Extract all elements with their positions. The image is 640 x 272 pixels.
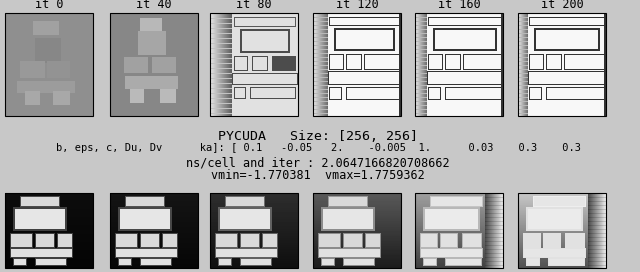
- Text: it 80: it 80: [236, 0, 272, 11]
- Bar: [415, 13, 503, 116]
- Bar: [5, 13, 93, 116]
- Text: b, eps, c, Du, Dv      ka]: [ 0.1   -0.05   2.    -0.005  1.      0.03    0.3   : b, eps, c, Du, Dv ka]: [ 0.1 -0.05 2. -0…: [56, 143, 580, 153]
- Bar: [110, 193, 198, 268]
- Text: it 200: it 200: [541, 0, 584, 11]
- Bar: [518, 193, 606, 268]
- Text: it 40: it 40: [136, 0, 172, 11]
- Bar: [313, 193, 401, 268]
- Bar: [5, 193, 93, 268]
- Bar: [210, 193, 298, 268]
- Bar: [518, 13, 606, 116]
- Text: it 0: it 0: [35, 0, 63, 11]
- Text: ns/cell and iter : 2.0647166820708662: ns/cell and iter : 2.0647166820708662: [186, 156, 450, 169]
- Bar: [210, 13, 298, 116]
- Text: it 160: it 160: [438, 0, 481, 11]
- Text: it 120: it 120: [335, 0, 378, 11]
- Bar: [313, 13, 401, 116]
- Bar: [415, 193, 503, 268]
- Bar: [110, 13, 198, 116]
- Text: vmin=-1.770381  vmax=1.7759362: vmin=-1.770381 vmax=1.7759362: [211, 169, 425, 182]
- Text: PYCUDA   Size: [256, 256]: PYCUDA Size: [256, 256]: [218, 130, 418, 143]
